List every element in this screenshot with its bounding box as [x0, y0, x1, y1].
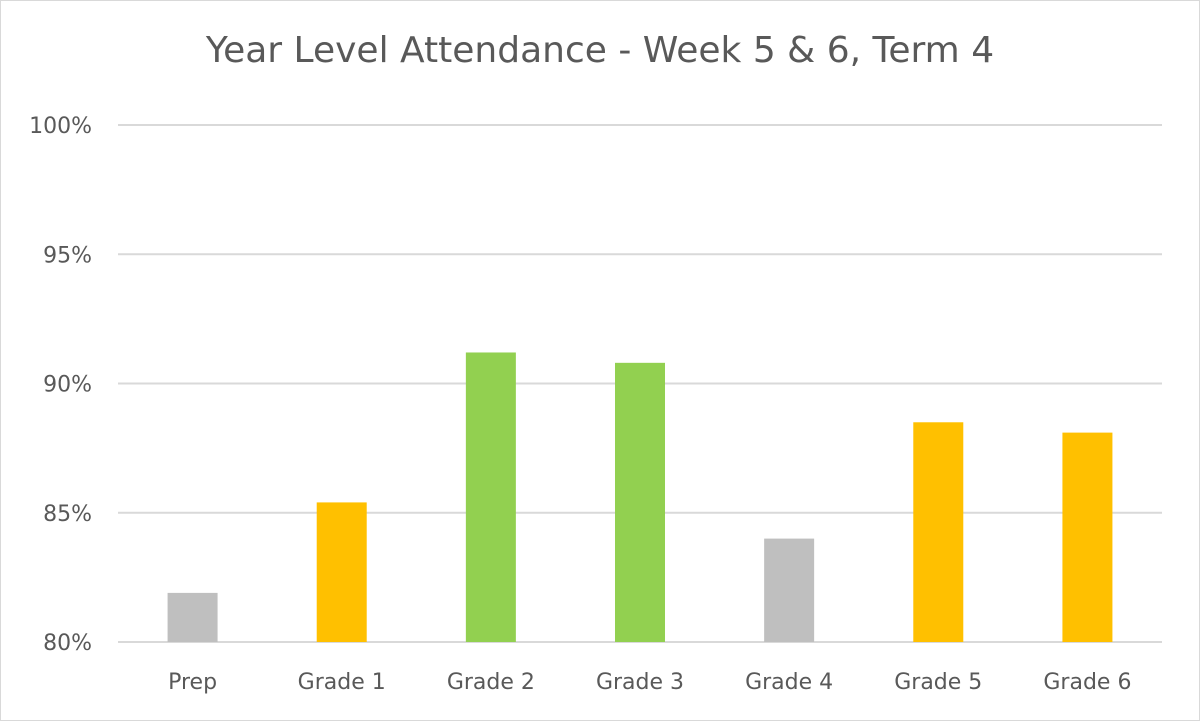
y-tick-label: 80%	[43, 631, 92, 656]
x-category-label: Prep	[168, 670, 217, 695]
bar	[167, 592, 218, 642]
x-category-label: Grade 1	[298, 670, 386, 695]
bar	[316, 502, 367, 642]
bar	[465, 352, 516, 642]
y-tick-label: 85%	[43, 502, 92, 527]
bar	[764, 538, 815, 642]
x-category-label: Grade 6	[1043, 670, 1131, 695]
chart-title: Year Level Attendance - Week 5 & 6, Term…	[205, 30, 995, 71]
y-tick-label: 100%	[29, 114, 92, 139]
bar	[913, 422, 964, 642]
bar	[615, 362, 665, 642]
y-tick-label: 90%	[43, 373, 92, 398]
y-tick-label: 95%	[43, 243, 92, 268]
x-category-label: Grade 2	[447, 670, 535, 695]
x-category-label: Grade 5	[894, 670, 982, 695]
x-category-label: Grade 4	[745, 670, 833, 695]
bar	[1062, 432, 1113, 642]
x-category-label: Grade 3	[596, 670, 684, 695]
